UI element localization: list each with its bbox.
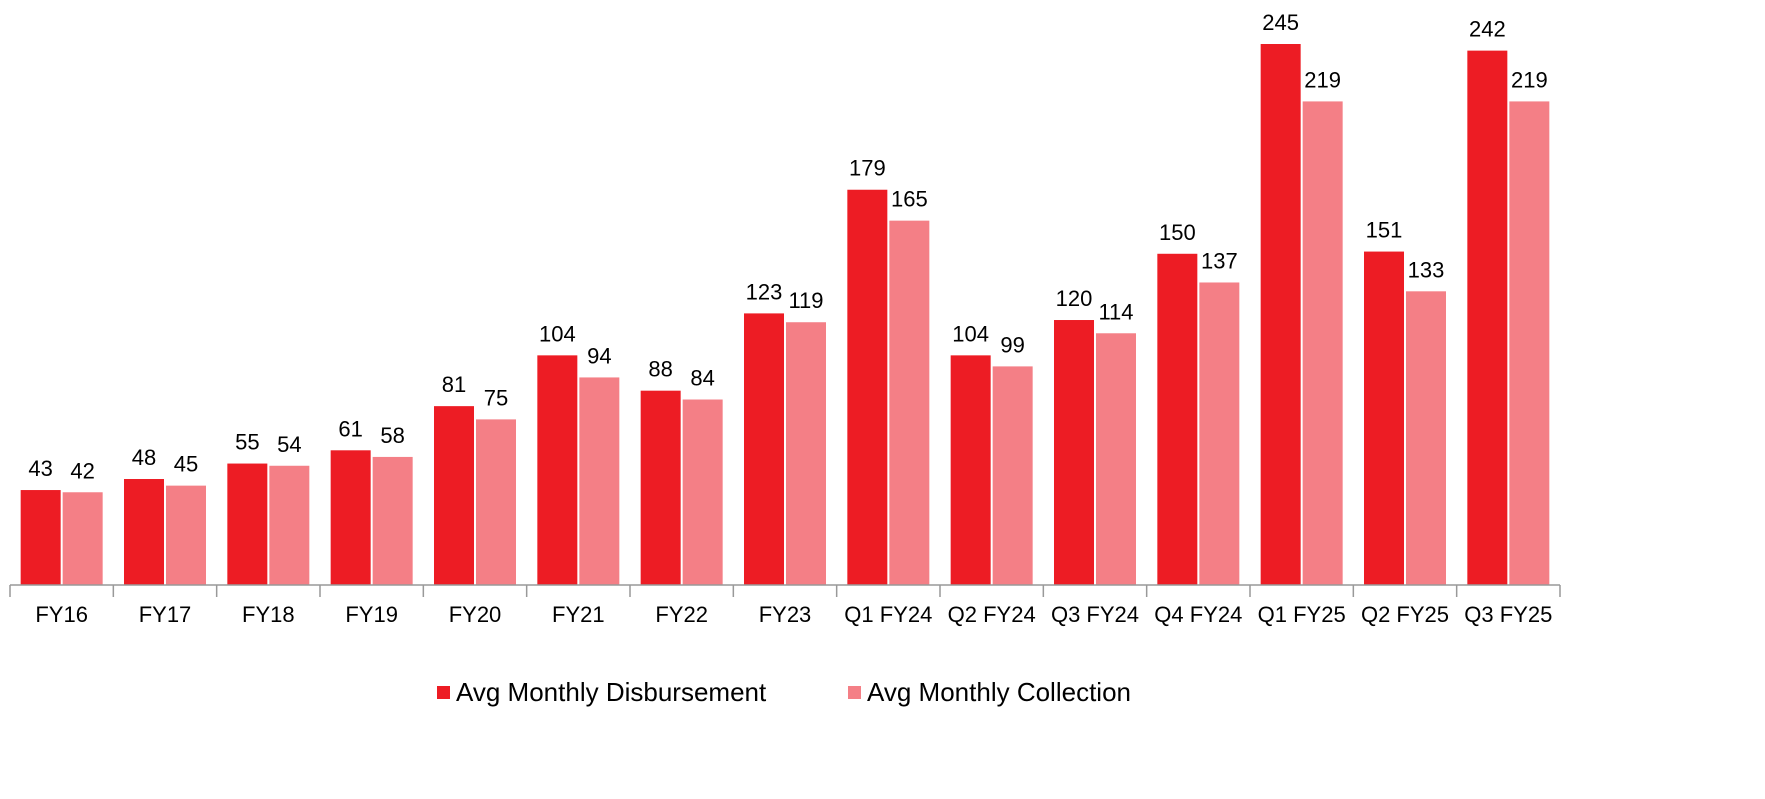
bar (1302, 101, 1343, 586)
bar (1054, 320, 1094, 585)
x-tick-label: FY16 (35, 602, 88, 627)
value-label: 94 (587, 343, 611, 368)
value-label: 165 (891, 187, 928, 212)
bar (847, 189, 888, 585)
x-tick-label: FY18 (242, 602, 295, 627)
bar (992, 366, 1033, 585)
x-tick-label: FY19 (345, 602, 398, 627)
bar (744, 313, 784, 585)
x-tick-label: FY20 (449, 602, 502, 627)
value-label: 88 (648, 357, 672, 382)
value-label: 81 (442, 372, 466, 397)
bar (62, 492, 103, 585)
x-tick-label: FY23 (759, 602, 812, 627)
legend-swatch (848, 686, 861, 699)
value-label: 58 (380, 423, 404, 448)
bar (889, 220, 930, 585)
x-tick-label: FY17 (139, 602, 192, 627)
value-label: 150 (1159, 220, 1196, 245)
value-label: 120 (1056, 286, 1093, 311)
value-label: 42 (70, 458, 94, 483)
bar (1260, 44, 1301, 585)
bar (1364, 251, 1404, 585)
value-label: 75 (484, 385, 508, 410)
bar (537, 355, 578, 585)
bar (20, 490, 61, 585)
x-tick-label: Q3 FY25 (1464, 602, 1552, 627)
value-label: 242 (1469, 17, 1506, 42)
bar (330, 450, 371, 585)
legend-label: Avg Monthly Collection (867, 677, 1131, 707)
x-tick-label: FY22 (655, 602, 708, 627)
value-label: 219 (1511, 67, 1548, 92)
x-tick-label: Q3 FY24 (1051, 602, 1139, 627)
bar (1406, 291, 1446, 585)
bar (1199, 282, 1240, 585)
bar (269, 465, 310, 585)
value-label: 151 (1366, 218, 1403, 243)
legend-label: Avg Monthly Disbursement (456, 677, 767, 707)
bar (1467, 50, 1508, 585)
bar (950, 355, 991, 585)
value-label: 45 (174, 452, 198, 477)
legend-swatch (437, 686, 450, 699)
value-label: 55 (235, 430, 259, 455)
bar (372, 456, 413, 585)
bar (434, 406, 474, 585)
value-label: 119 (788, 288, 823, 313)
bar (640, 390, 681, 585)
x-tick-label: Q1 FY25 (1258, 602, 1346, 627)
x-tick-label: FY21 (552, 602, 605, 627)
x-tick-label: Q2 FY24 (948, 602, 1036, 627)
value-label: 104 (539, 321, 576, 346)
value-label: 104 (952, 321, 989, 346)
value-label: 43 (28, 456, 52, 481)
value-label: 114 (1098, 299, 1133, 324)
value-label: 123 (746, 279, 783, 304)
value-label: 84 (690, 366, 714, 391)
value-label: 245 (1262, 10, 1299, 35)
bar (786, 322, 826, 585)
value-label: 99 (1000, 332, 1024, 357)
x-tick-label: Q1 FY24 (844, 602, 932, 627)
value-label: 48 (132, 445, 156, 470)
bar (1096, 333, 1136, 585)
bar (1157, 253, 1198, 585)
value-label: 61 (338, 416, 362, 441)
value-label: 179 (849, 156, 886, 181)
x-tick-label: Q4 FY24 (1154, 602, 1242, 627)
value-label: 54 (277, 432, 301, 457)
bar (124, 479, 164, 585)
x-tick-label: Q2 FY25 (1361, 602, 1449, 627)
bar (227, 463, 268, 585)
value-label: 133 (1408, 257, 1445, 282)
bar (166, 485, 206, 585)
bar (579, 377, 620, 585)
value-label: 219 (1304, 67, 1341, 92)
bar (1509, 101, 1550, 586)
bar (682, 399, 723, 585)
value-label: 137 (1201, 248, 1238, 273)
bar (476, 419, 516, 585)
